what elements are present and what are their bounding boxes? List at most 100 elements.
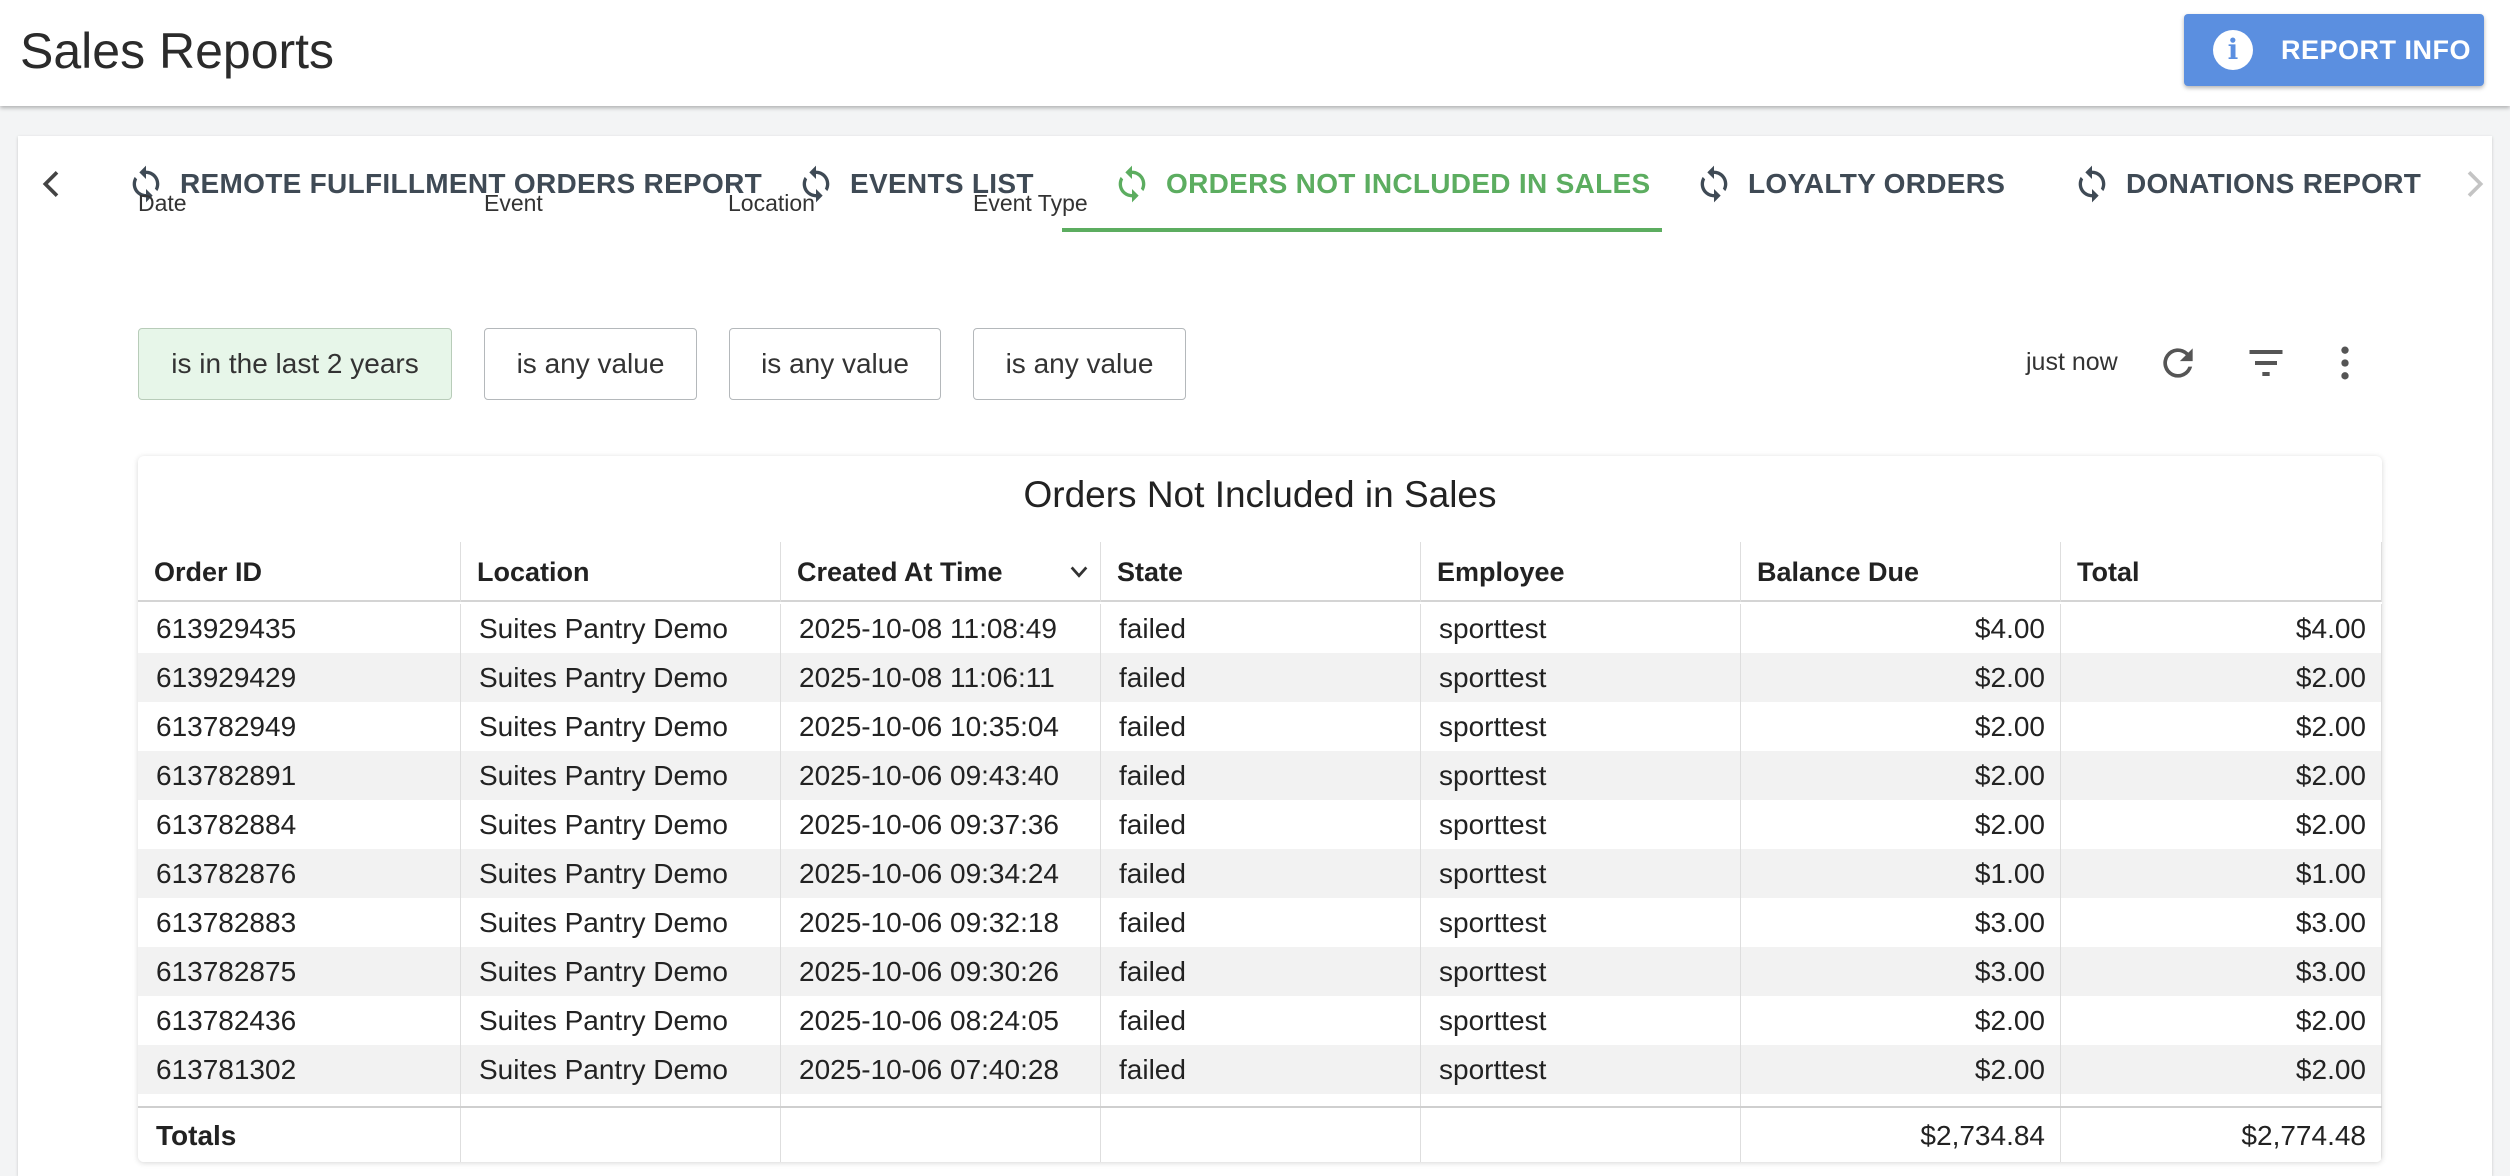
cell-order-id: 613929435 <box>138 604 461 653</box>
table-row[interactable]: 613782436 Suites Pantry Demo 2025-10-06 08… <box>138 996 2382 1045</box>
column-header-created-at-time[interactable]: Created At Time <box>781 542 1101 602</box>
cell-employee: sporttest <box>1421 653 1741 702</box>
cell-location: Suites Pantry Demo <box>461 751 781 800</box>
cell-order-id: 613781302 <box>138 1045 461 1094</box>
totals-cell <box>461 1108 781 1162</box>
info-icon: i <box>2213 30 2253 70</box>
event-filter-button[interactable]: is any value <box>484 328 697 400</box>
cell-location: Suites Pantry Demo <box>461 849 781 898</box>
filter-label-date: Date <box>138 190 187 216</box>
cell-order-id: 613782883 <box>138 898 461 947</box>
tab-orders-not-included-in-sales[interactable]: ORDERS NOT INCLUDED IN SALES <box>1112 136 1650 232</box>
active-tab-indicator <box>1062 228 1662 232</box>
cell-employee: sporttest <box>1421 1094 1741 1106</box>
tab-events-list[interactable]: EVENTS LIST <box>796 136 1034 232</box>
cell-created-at: 2025-10-06 09:43:40 <box>781 751 1101 800</box>
filter-label-event-type: Event Type <box>973 190 1088 216</box>
cell-total: $1.00 <box>2061 1094 2382 1106</box>
cell-balance-due: $2.00 <box>1741 653 2061 702</box>
table-row[interactable]: 613782891 Suites Pantry Demo 2025-10-06 09… <box>138 751 2382 800</box>
table-row[interactable]: 613782884 Suites Pantry Demo 2025-10-06 09… <box>138 800 2382 849</box>
cell-state: failed <box>1101 996 1421 1045</box>
cell-total: $2.00 <box>2061 1045 2382 1094</box>
table-body: 613929435 Suites Pantry Demo 2025-10-08 11… <box>138 604 2382 1106</box>
refresh-icon[interactable] <box>2156 341 2200 385</box>
column-header-total[interactable]: Total <box>2061 542 2382 602</box>
cell-total: $4.00 <box>2061 604 2382 653</box>
column-header-employee[interactable]: Employee <box>1421 542 1741 602</box>
filter-label-event: Event <box>484 190 543 216</box>
table-row[interactable]: 613782949 Suites Pantry Demo 2025-10-06 10… <box>138 702 2382 751</box>
table-row[interactable]: 613782883 Suites Pantry Demo 2025-10-06 09… <box>138 898 2382 947</box>
tab-label: EVENTS LIST <box>850 168 1034 199</box>
column-header-order-id[interactable]: Order ID <box>138 542 461 602</box>
column-header-label: Created At Time <box>797 556 1003 587</box>
refresh-icon <box>1118 165 1146 203</box>
refresh-icon <box>2078 165 2106 203</box>
cell-order-id: 613781250 <box>138 1094 461 1106</box>
cell-location: Suites Pantry Demo <box>461 898 781 947</box>
cell-order-id: 613782875 <box>138 947 461 996</box>
cell-balance-due: $3.00 <box>1741 898 2061 947</box>
cell-state: failed <box>1101 898 1421 947</box>
tab-remote-fulfillment-orders-report[interactable]: REMOTE FULFILLMENT ORDERS REPORT <box>126 136 762 232</box>
table-row[interactable]: 613782875 Suites Pantry Demo 2025-10-06 09… <box>138 947 2382 996</box>
cell-total: $2.00 <box>2061 702 2382 751</box>
cell-order-id: 613782436 <box>138 996 461 1045</box>
report-info-button[interactable]: i REPORT INFO <box>2184 14 2484 86</box>
totals-label: Totals <box>138 1108 461 1162</box>
cell-state: failed <box>1101 800 1421 849</box>
cell-order-id: 613782884 <box>138 800 461 849</box>
cell-location: Suites Pantry Demo <box>461 947 781 996</box>
cell-location: Suites Pantry Demo <box>461 653 781 702</box>
cell-location: Suites Pantry Demo <box>461 996 781 1045</box>
cell-state: failed <box>1101 947 1421 996</box>
cell-employee: sporttest <box>1421 996 1741 1045</box>
cell-balance-due: $2.00 <box>1741 1045 2061 1094</box>
cell-created-at: 2025-10-06 07:40:28 <box>781 1045 1101 1094</box>
column-header-location[interactable]: Location <box>461 542 781 602</box>
cell-created-at: 2025-10-08 11:06:11 <box>781 653 1101 702</box>
report-info-label: REPORT INFO <box>2281 34 2472 65</box>
cell-location: Suites Pantry Demo <box>461 604 781 653</box>
table-row[interactable]: 613782876 Suites Pantry Demo 2025-10-06 09… <box>138 849 2382 898</box>
table-row[interactable]: 613929435 Suites Pantry Demo 2025-10-08 11… <box>138 604 2382 653</box>
cell-balance-due: $2.00 <box>1741 702 2061 751</box>
cell-state: failed <box>1101 1094 1421 1106</box>
totals-cell <box>1421 1108 1741 1162</box>
tab-donations-report[interactable]: DONATIONS REPORT <box>2072 136 2421 232</box>
more-vert-icon[interactable] <box>2323 341 2367 385</box>
date-filter-button[interactable]: is in the last 2 years <box>138 328 452 400</box>
refresh-icon <box>1700 165 1728 203</box>
cell-created-at: 2025-10-06 09:37:36 <box>781 800 1101 849</box>
filter-icon[interactable] <box>2244 341 2288 385</box>
top-app-bar: Sales Reports i REPORT INFO <box>0 0 2510 106</box>
location-filter-button[interactable]: is any value <box>729 328 941 400</box>
cell-created-at: 2025-10-08 11:08:49 <box>781 604 1101 653</box>
table-row[interactable]: 613929429 Suites Pantry Demo 2025-10-08 11… <box>138 653 2382 702</box>
chevron-right-icon[interactable] <box>2454 164 2494 204</box>
table-title: Orders Not Included in Sales <box>1023 474 1497 515</box>
totals-cell <box>781 1108 1101 1162</box>
cell-total: $3.00 <box>2061 947 2382 996</box>
cell-order-id: 613782891 <box>138 751 461 800</box>
cell-state: failed <box>1101 604 1421 653</box>
cell-created-at: 2025-10-06 09:34:24 <box>781 849 1101 898</box>
event-type-filter-button[interactable]: is any value <box>973 328 1186 400</box>
cell-total: $2.00 <box>2061 751 2382 800</box>
cell-balance-due: $3.00 <box>1741 947 2061 996</box>
chevron-down-icon <box>1070 566 1088 578</box>
totals-balance-due: $2,734.84 <box>1741 1108 2061 1162</box>
cell-location: Suites Pantry Demo <box>461 1045 781 1094</box>
chevron-left-icon[interactable] <box>32 164 72 204</box>
column-header-balance-due[interactable]: Balance Due <box>1741 542 2061 602</box>
cell-employee: sporttest <box>1421 800 1741 849</box>
tab-loyalty-orders[interactable]: LOYALTY ORDERS <box>1694 136 2005 232</box>
cell-balance-due: $1.00 <box>1741 1094 2061 1106</box>
cell-balance-due: $2.00 <box>1741 800 2061 849</box>
cell-location: Suites Pantry Demo <box>461 1094 781 1106</box>
table-row[interactable]: 613781302 Suites Pantry Demo 2025-10-06 07… <box>138 1045 2382 1094</box>
column-header-state[interactable]: State <box>1101 542 1421 602</box>
cell-total: $1.00 <box>2061 849 2382 898</box>
